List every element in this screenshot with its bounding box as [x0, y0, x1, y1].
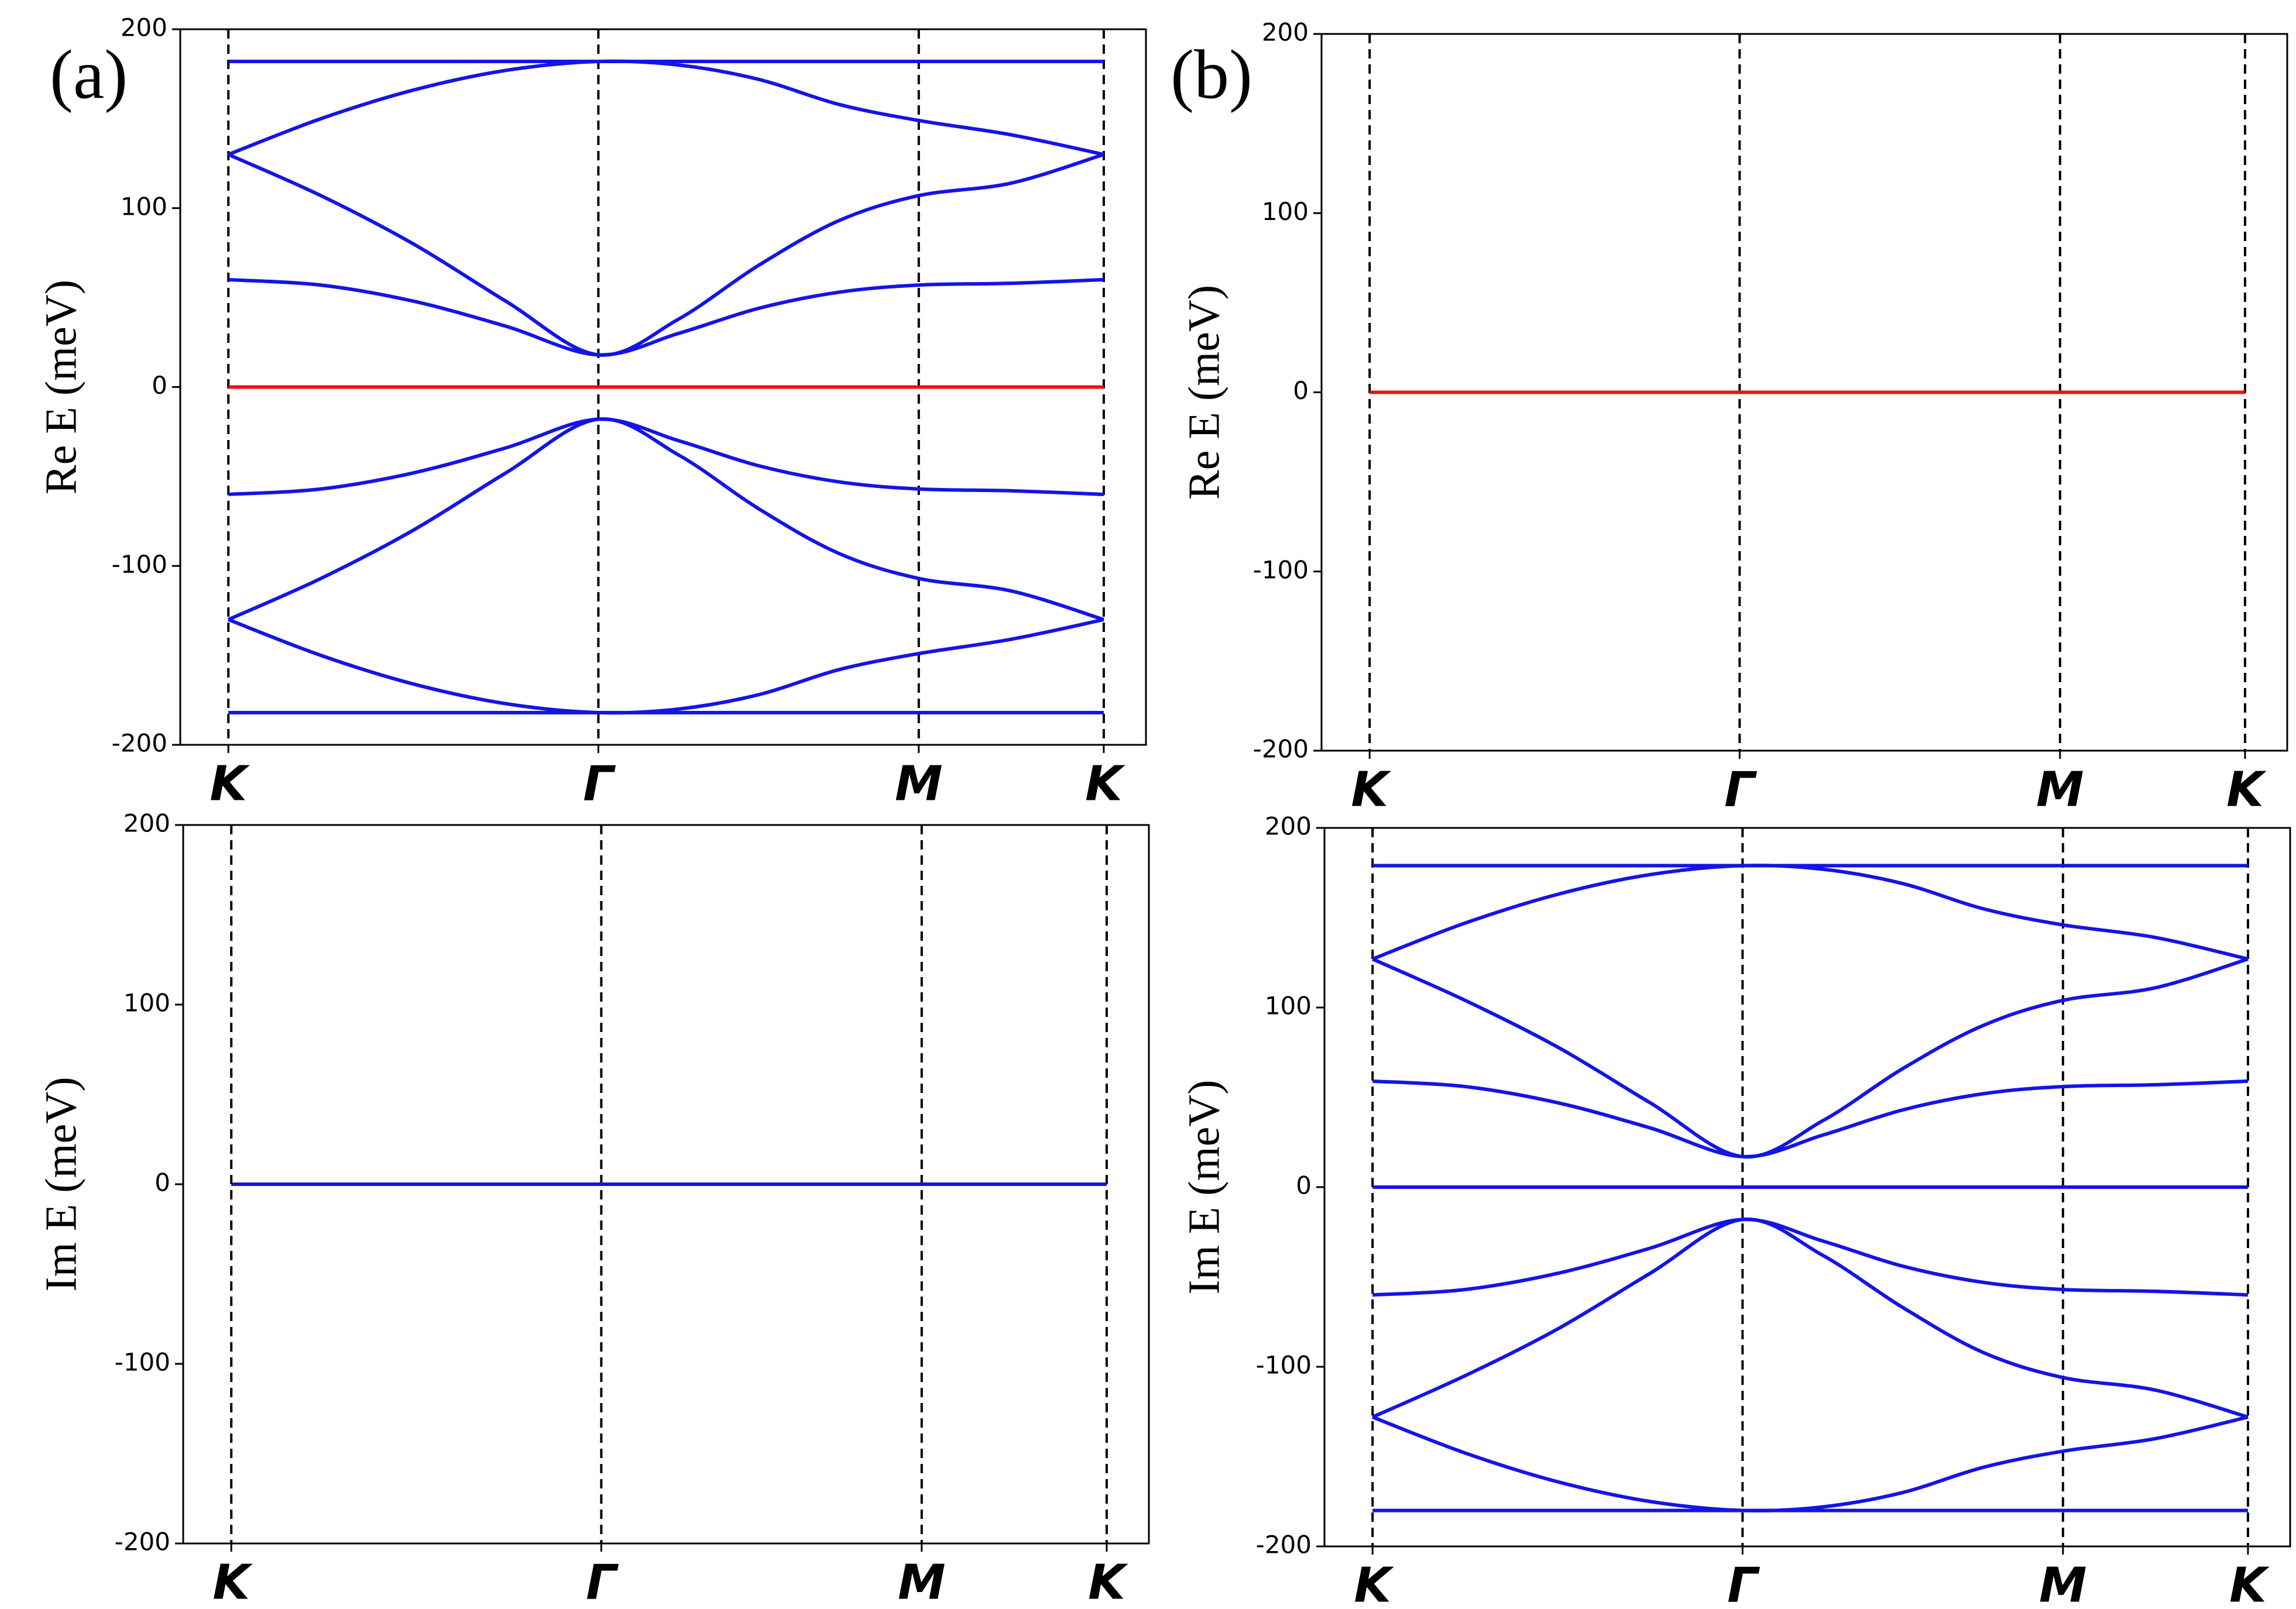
band-line [1372, 1218, 2249, 1297]
y-axis-label: Im E (meV) [36, 1077, 85, 1291]
x-tick-label: K [1088, 1555, 1128, 1609]
band-line [1372, 1079, 2249, 1158]
y-tick-label: 200 [1262, 18, 1309, 47]
band-line [228, 59, 1104, 156]
band-line [1371, 1217, 2249, 1419]
x-tick-label: M [2039, 1558, 2087, 1609]
axes-frame [1320, 33, 2288, 752]
y-tick-label: 100 [1265, 992, 1312, 1020]
x-tick-label: M [898, 1555, 946, 1609]
band-line [227, 153, 1104, 357]
y-tick-label: -100 [112, 550, 167, 579]
y-tick-label: 100 [1262, 197, 1309, 226]
band-line [228, 618, 1104, 715]
x-tick-label: Γ [1727, 1558, 1760, 1609]
panel-label: (b) [1171, 36, 1252, 114]
y-tick-label: 0 [1296, 1171, 1312, 1200]
x-tick-label: Γ [1724, 762, 1757, 817]
x-tick-label: K [210, 756, 250, 812]
x-tick-label: K [2226, 762, 2267, 817]
x-tick-label: K [1351, 762, 1391, 817]
x-tick-label: K [2229, 1558, 2270, 1609]
x-tick-label: M [2036, 762, 2084, 817]
y-tick-label: 200 [123, 809, 170, 838]
band-line [227, 417, 1104, 621]
band-line [228, 278, 1104, 357]
y-tick-label: -100 [115, 1348, 170, 1377]
x-tick-label: Γ [583, 756, 616, 812]
panel-label: (a) [50, 36, 128, 114]
band-line [1372, 1415, 2249, 1513]
y-tick-label: 0 [1293, 376, 1309, 405]
x-tick-label: K [1085, 756, 1125, 812]
x-tick-label: K [1354, 1558, 1394, 1609]
band-line [1371, 957, 2249, 1159]
band-line [228, 417, 1104, 496]
x-tick-label: K [212, 1555, 253, 1609]
y-tick-label: 0 [155, 1168, 170, 1197]
x-tick-label: M [895, 756, 943, 812]
axes-frame [182, 824, 1150, 1545]
y-axis-label: Re E (meV) [1179, 285, 1228, 500]
y-axis-label: Im E (meV) [1179, 1079, 1228, 1294]
x-tick-label: Γ [586, 1555, 619, 1609]
y-axis-label: Re E (meV) [36, 280, 85, 494]
band-line [1372, 864, 2249, 961]
axes-frame [179, 28, 1147, 746]
y-tick-label: 200 [1265, 812, 1312, 841]
y-tick-label: -200 [115, 1528, 170, 1556]
y-tick-label: -200 [112, 729, 167, 758]
y-tick-label: 0 [152, 371, 167, 400]
axes-frame [1323, 827, 2291, 1548]
y-tick-label: -100 [1253, 555, 1309, 584]
y-tick-label: 100 [123, 989, 170, 1017]
y-tick-label: 200 [121, 13, 167, 42]
y-tick-label: 100 [121, 192, 167, 221]
y-tick-label: -200 [1256, 1531, 1312, 1559]
y-tick-label: -200 [1253, 735, 1309, 764]
y-tick-label: -100 [1256, 1351, 1312, 1380]
